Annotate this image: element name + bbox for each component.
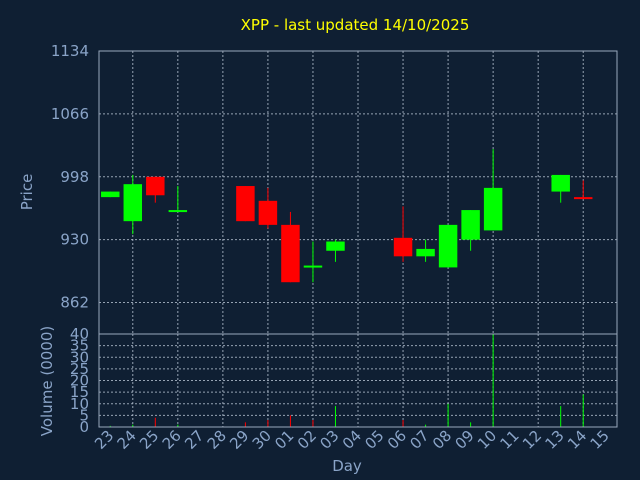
price-y-tick-labels: 862 930 998 1066 1134 — [51, 42, 89, 312]
candle-26 — [168, 186, 188, 213]
candle-body — [483, 187, 503, 231]
candle-23 — [101, 191, 120, 198]
candle-body — [461, 210, 480, 240]
candle-body — [393, 237, 413, 257]
candle-13 — [551, 174, 570, 203]
candle-02 — [303, 241, 323, 283]
candle-body — [168, 210, 188, 213]
candle-25 — [146, 176, 165, 203]
price-y-tick: 998 — [60, 168, 89, 186]
x-tick-15: 15 — [587, 427, 613, 453]
candle-body — [146, 176, 165, 196]
price-y-tick: 1066 — [51, 105, 89, 123]
candle-24 — [123, 174, 143, 235]
x-tick-labels: 2324252627282930010203040506070809101112… — [91, 427, 613, 453]
candle-body — [438, 224, 458, 268]
candle-03 — [326, 239, 345, 262]
volume-y-tick: 25 — [70, 360, 89, 378]
chart-title: XPP - last updated 14/10/2025 — [241, 16, 470, 34]
price-y-tick: 930 — [60, 231, 89, 249]
candle-body — [123, 184, 143, 222]
volume-y-tick: 20 — [70, 372, 89, 390]
candle-06 — [393, 206, 413, 262]
volume-y-tick: 5 — [79, 406, 89, 424]
volume-gridlines — [99, 333, 617, 428]
candle-body — [326, 241, 345, 251]
candle-body — [281, 224, 300, 283]
volume-y-tick: 40 — [70, 325, 89, 343]
candle-14 — [573, 180, 593, 200]
price-axis-label: Price — [18, 174, 36, 211]
candle-body — [551, 174, 570, 192]
candle-29 — [236, 186, 255, 222]
volume-panel-frame — [98, 333, 618, 428]
volume-y-tick: 10 — [70, 395, 89, 413]
volume-axis-label: Volume (0000) — [38, 326, 56, 436]
volume-bars — [109, 334, 584, 427]
candle-08 — [438, 224, 458, 268]
candle-body — [416, 248, 435, 257]
candle-09 — [461, 210, 480, 251]
volume-y-tick: 30 — [70, 348, 89, 366]
candle-body — [303, 265, 323, 268]
candle-body — [258, 200, 278, 225]
x-axis-label: Day — [332, 457, 362, 475]
volume-y-tick: 15 — [70, 383, 89, 401]
volume-y-tick: 35 — [70, 337, 89, 355]
candle-01 — [281, 211, 300, 283]
price-candles — [101, 149, 593, 283]
price-y-tick: 1134 — [51, 42, 89, 60]
candle-body — [236, 186, 255, 222]
candle-10 — [483, 149, 503, 231]
volume-y-tick: 0 — [79, 418, 89, 436]
candle-body — [101, 191, 120, 198]
candle-30 — [258, 187, 278, 229]
price-y-tick: 862 — [60, 294, 89, 312]
price-gridlines — [99, 50, 617, 334]
candle-07 — [416, 239, 435, 262]
candle-body — [573, 197, 593, 200]
